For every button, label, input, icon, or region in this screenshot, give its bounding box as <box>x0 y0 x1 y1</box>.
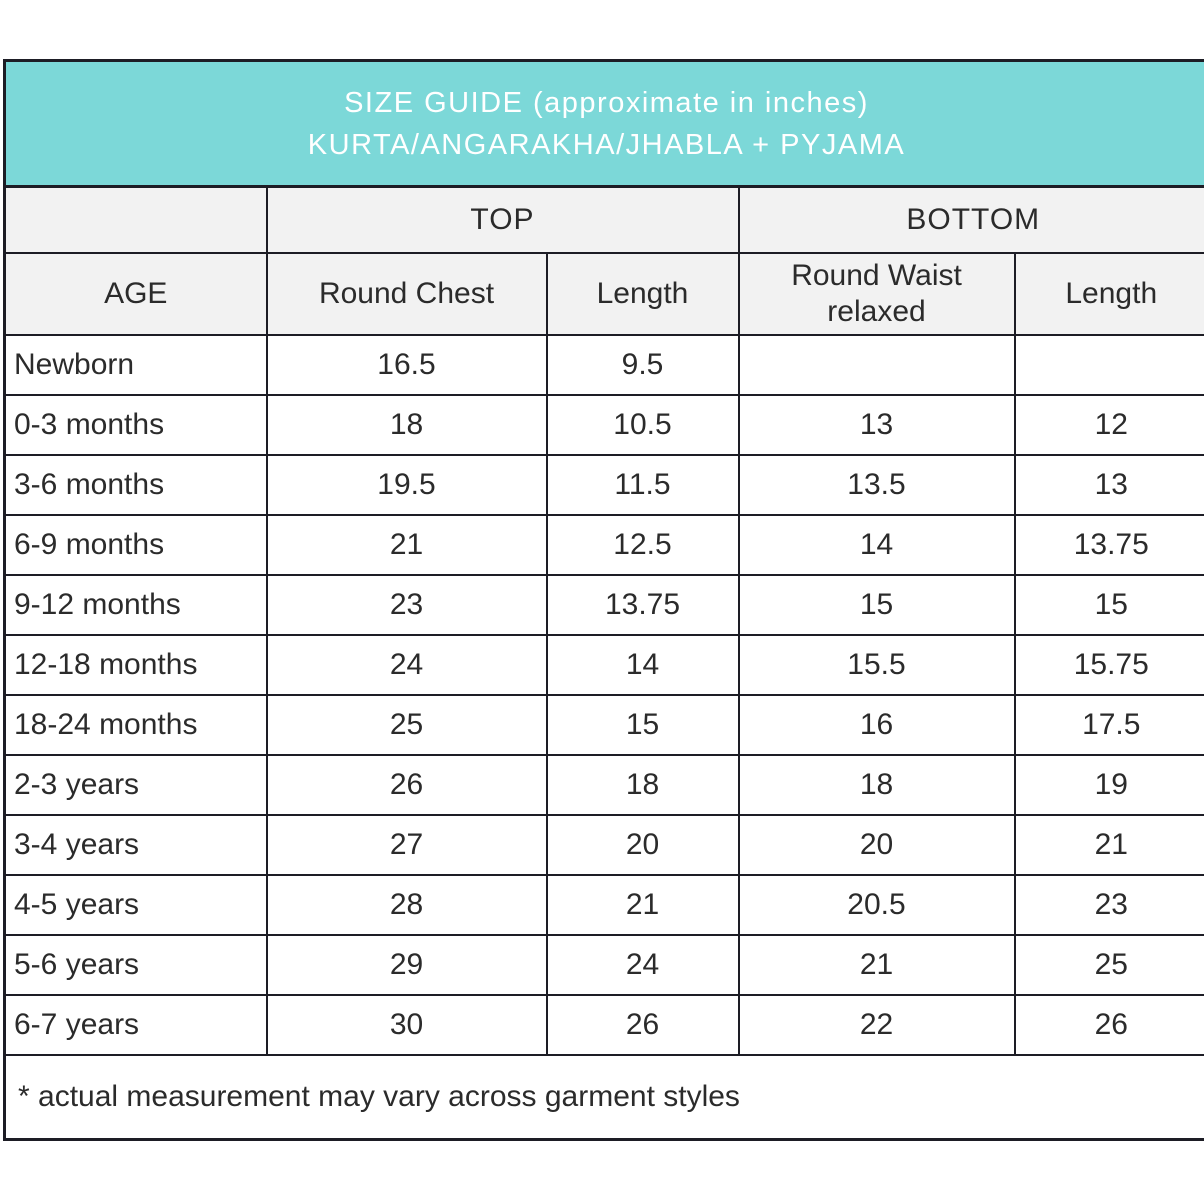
round-chest-cell: 27 <box>265 814 548 876</box>
group-header-row: TOP BOTTOM <box>3 185 1204 254</box>
column-header-round-waist: Round Waist relaxed <box>737 252 1016 336</box>
column-header-bottom-length: Length <box>1013 252 1204 336</box>
bottom-length-cell: 19 <box>1013 754 1204 816</box>
round-waist-cell: 22 <box>737 994 1016 1056</box>
bottom-length-cell: 15.75 <box>1013 634 1204 696</box>
bottom-length-cell <box>1013 334 1204 396</box>
column-header-row: AGE Round Chest Length Round Waist relax… <box>3 252 1204 336</box>
round-chest-cell: 24 <box>265 634 548 696</box>
age-cell: 6-7 years <box>3 994 268 1056</box>
table-row: 12-18 months 24 14 15.5 15.75 <box>3 634 1204 696</box>
group-header-empty <box>3 185 268 254</box>
table-row: 18-24 months 25 15 16 17.5 <box>3 694 1204 756</box>
table-row: 4-5 years 28 21 20.5 23 <box>3 874 1204 936</box>
round-waist-cell: 13.5 <box>737 454 1016 516</box>
bottom-length-cell: 15 <box>1013 574 1204 636</box>
age-cell: 9-12 months <box>3 574 268 636</box>
age-cell: 4-5 years <box>3 874 268 936</box>
title-row: SIZE GUIDE (approximate in inches) KURTA… <box>3 59 1204 188</box>
round-chest-cell: 21 <box>265 514 548 576</box>
column-header-top-length: Length <box>545 252 740 336</box>
round-chest-cell: 25 <box>265 694 548 756</box>
round-waist-cell: 18 <box>737 754 1016 816</box>
age-cell: 3-6 months <box>3 454 268 516</box>
table-body: Newborn 16.5 9.5 0-3 months 18 10.5 13 12 3-6 mo… <box>3 334 1204 1056</box>
footnote: * actual measurement may vary across gar… <box>3 1054 1204 1141</box>
top-length-cell: 11.5 <box>545 454 740 516</box>
round-waist-cell <box>737 334 1016 396</box>
bottom-length-cell: 13.75 <box>1013 514 1204 576</box>
bottom-length-cell: 13 <box>1013 454 1204 516</box>
footnote-row: * actual measurement may vary across gar… <box>3 1054 1204 1141</box>
bottom-length-cell: 17.5 <box>1013 694 1204 756</box>
round-chest-cell: 18 <box>265 394 548 456</box>
bottom-length-cell: 12 <box>1013 394 1204 456</box>
age-cell: 2-3 years <box>3 754 268 816</box>
top-length-cell: 15 <box>545 694 740 756</box>
round-waist-cell: 20.5 <box>737 874 1016 936</box>
table-row: Newborn 16.5 9.5 <box>3 334 1204 396</box>
round-chest-cell: 23 <box>265 574 548 636</box>
age-cell: 18-24 months <box>3 694 268 756</box>
top-length-cell: 20 <box>545 814 740 876</box>
top-length-cell: 14 <box>545 634 740 696</box>
bottom-length-cell: 25 <box>1013 934 1204 996</box>
column-header-age: AGE <box>3 252 268 336</box>
top-length-cell: 24 <box>545 934 740 996</box>
size-guide-table: SIZE GUIDE (approximate in inches) KURTA… <box>3 59 1204 1141</box>
round-waist-cell: 16 <box>737 694 1016 756</box>
round-chest-cell: 29 <box>265 934 548 996</box>
round-chest-cell: 16.5 <box>265 334 548 396</box>
round-chest-cell: 19.5 <box>265 454 548 516</box>
table-row: 2-3 years 26 18 18 19 <box>3 754 1204 816</box>
age-cell: 3-4 years <box>3 814 268 876</box>
age-cell: 0-3 months <box>3 394 268 456</box>
table-row: 6-7 years 30 26 22 26 <box>3 994 1204 1056</box>
group-header-top: TOP <box>265 185 740 254</box>
age-cell: 12-18 months <box>3 634 268 696</box>
round-waist-cell: 13 <box>737 394 1016 456</box>
round-chest-cell: 28 <box>265 874 548 936</box>
top-length-cell: 9.5 <box>545 334 740 396</box>
column-header-round-chest: Round Chest <box>265 252 548 336</box>
group-header-bottom: BOTTOM <box>737 185 1204 254</box>
age-cell: 6-9 months <box>3 514 268 576</box>
age-cell: Newborn <box>3 334 268 396</box>
table-row: 3-4 years 27 20 20 21 <box>3 814 1204 876</box>
top-length-cell: 18 <box>545 754 740 816</box>
round-waist-cell: 15 <box>737 574 1016 636</box>
round-chest-cell: 30 <box>265 994 548 1056</box>
table-row: 6-9 months 21 12.5 14 13.75 <box>3 514 1204 576</box>
top-length-cell: 12.5 <box>545 514 740 576</box>
round-waist-cell: 14 <box>737 514 1016 576</box>
bottom-length-cell: 23 <box>1013 874 1204 936</box>
bottom-length-cell: 21 <box>1013 814 1204 876</box>
round-waist-cell: 21 <box>737 934 1016 996</box>
title-line2: KURTA/ANGARAKHA/JHABLA + PYJAMA <box>307 128 906 161</box>
round-waist-cell: 20 <box>737 814 1016 876</box>
top-length-cell: 10.5 <box>545 394 740 456</box>
bottom-length-cell: 26 <box>1013 994 1204 1056</box>
age-cell: 5-6 years <box>3 934 268 996</box>
round-chest-cell: 26 <box>265 754 548 816</box>
top-length-cell: 13.75 <box>545 574 740 636</box>
table-title: SIZE GUIDE (approximate in inches) KURTA… <box>3 59 1204 188</box>
top-length-cell: 21 <box>545 874 740 936</box>
table-row: 0-3 months 18 10.5 13 12 <box>3 394 1204 456</box>
table-row: 3-6 months 19.5 11.5 13.5 13 <box>3 454 1204 516</box>
top-length-cell: 26 <box>545 994 740 1056</box>
round-waist-cell: 15.5 <box>737 634 1016 696</box>
title-line1: SIZE GUIDE (approximate in inches) <box>344 86 869 119</box>
table-row: 9-12 months 23 13.75 15 15 <box>3 574 1204 636</box>
table-row: 5-6 years 29 24 21 25 <box>3 934 1204 996</box>
